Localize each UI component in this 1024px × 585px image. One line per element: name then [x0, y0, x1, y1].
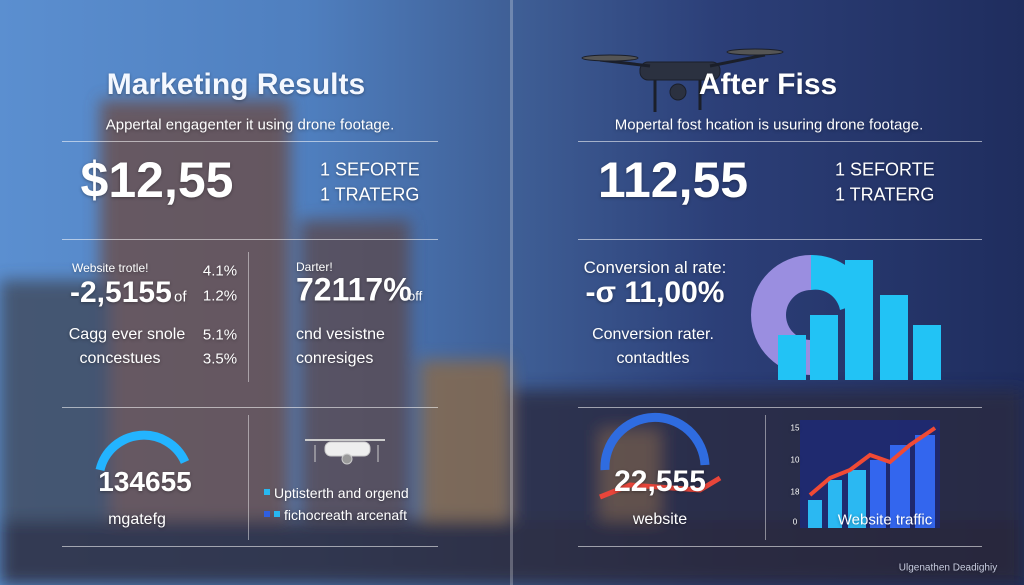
value: 72117% — [296, 271, 412, 308]
tick-label: 18 — [790, 487, 800, 497]
gauge-arrow — [599, 475, 722, 500]
subtitle: Mopertal fost hcation is usuring drone f… — [614, 116, 924, 134]
line: contadtles — [616, 350, 690, 367]
gauge-arc — [95, 430, 190, 472]
title: After Fiss — [698, 68, 838, 101]
drone-icon — [581, 48, 784, 112]
footer: Ulgenathen Deadighiy — [898, 562, 998, 574]
value: -2,5155 — [70, 276, 172, 309]
unit: off — [408, 288, 423, 304]
label: Darter! — [296, 260, 333, 274]
side-line: 1 TRATERG — [320, 184, 420, 205]
label: Website trotle! — [72, 261, 149, 275]
gauge-value: 134655 — [98, 466, 192, 497]
drone-icon-small — [305, 439, 385, 465]
side-line: 1 SEFORTE — [835, 159, 935, 180]
percent: 4.1% — [202, 262, 238, 280]
tick-label: 15 — [790, 423, 800, 433]
chart-label: Website traffic — [837, 511, 933, 529]
gauge-value: 22,555 — [614, 465, 706, 498]
big-value: $12,55 — [80, 152, 234, 208]
legend-item: fichocreath arcenaft — [284, 507, 407, 523]
line: concestues — [79, 350, 161, 367]
percent: 5.1% — [202, 326, 238, 344]
percent: 3.5% — [202, 350, 238, 368]
tick-label: 0 — [792, 517, 798, 527]
line: Conversion rater. — [592, 326, 714, 343]
subtitle: Appertal engagenter it using drone foota… — [105, 116, 395, 134]
traffic-chart — [800, 420, 940, 528]
line: Cagg ever snole — [68, 326, 186, 343]
donut-bars — [751, 254, 941, 380]
title: Marketing Results — [106, 68, 366, 101]
gauge-arc — [600, 412, 710, 471]
side-line: 1 TRATERG — [835, 184, 935, 205]
gauge-label: website — [632, 511, 688, 528]
line: conresiges — [296, 350, 374, 367]
tick-label: 10 — [790, 455, 800, 465]
label: Conversion al rate: — [583, 258, 727, 277]
value: -σ 11,00% — [585, 276, 725, 309]
legend-item: Uptisterth and orgend — [274, 485, 409, 501]
unit: of — [174, 288, 187, 306]
percent: 1.2% — [202, 287, 238, 305]
line: cnd vesistne — [296, 326, 385, 343]
side-line: 1 SEFORTE — [320, 159, 420, 180]
big-value: 112,55 — [597, 152, 749, 208]
gauge-label: mgatefg — [108, 511, 166, 528]
